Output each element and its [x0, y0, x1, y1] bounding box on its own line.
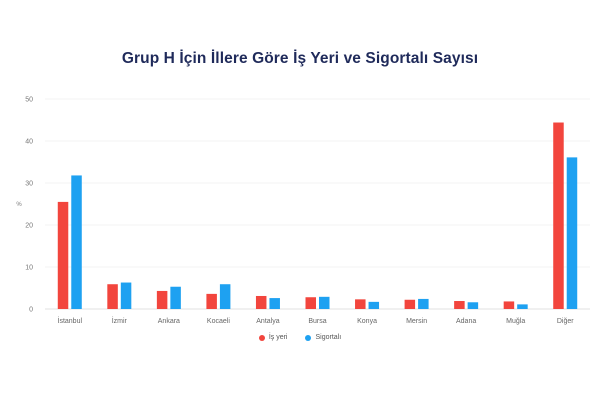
- bar-is-yeri-2[interactable]: [156, 290, 168, 309]
- x-tick-label: Bursa: [308, 318, 326, 325]
- bar-is-yeri-10[interactable]: [553, 122, 564, 310]
- x-tick-label: Kocaeli: [207, 318, 230, 325]
- bar-is-yeri-1[interactable]: [107, 284, 118, 309]
- x-tick-label: Mersin: [406, 318, 427, 325]
- bar-sigortali-10[interactable]: [566, 157, 578, 309]
- grid-lines: [45, 98, 590, 310]
- legend-label-sigortali: Sigortalı: [315, 334, 342, 341]
- bar-sigortali-5[interactable]: [319, 296, 330, 309]
- x-tick-label: Antalya: [256, 318, 279, 325]
- bars: [57, 122, 578, 310]
- x-axis-labels: İstanbul İzmir Ankara Kocaeli Antalya Bursa Ko…: [58, 316, 575, 325]
- y-tick-label: 40: [25, 139, 33, 146]
- x-tick-label: Diğer: [557, 318, 574, 325]
- bar-sigortali-3[interactable]: [219, 284, 231, 309]
- y-axis: 0 10 20 30 40 50: [25, 97, 33, 314]
- y-tick-label: 0: [29, 307, 33, 314]
- legend-swatch-sigortali: [305, 334, 312, 341]
- y-tick-label: 20: [25, 223, 33, 230]
- bar-sigortali-2[interactable]: [170, 286, 181, 309]
- bar-is-yeri-5[interactable]: [305, 297, 317, 309]
- legend-item-is-yeri[interactable]: İş yeri: [258, 334, 288, 341]
- y-axis-label: %: [16, 202, 22, 208]
- x-tick-label: Muğla: [506, 318, 525, 325]
- bar-sigortali-4[interactable]: [269, 298, 280, 309]
- bar-sigortali-9[interactable]: [517, 304, 528, 309]
- y-tick-label: 50: [25, 97, 33, 104]
- x-tick-label: İzmir: [112, 316, 128, 325]
- bar-sigortali-6[interactable]: [368, 301, 380, 309]
- bar-is-yeri-3[interactable]: [206, 293, 217, 309]
- x-tick-label: İstanbul: [58, 316, 83, 325]
- x-tick-label: Ankara: [158, 318, 180, 325]
- bar-is-yeri-7[interactable]: [404, 299, 416, 309]
- x-tick-label: Konya: [357, 318, 377, 325]
- y-tick-label: 10: [25, 265, 33, 272]
- bar-is-yeri-4[interactable]: [255, 295, 267, 309]
- bar-is-yeri-8[interactable]: [454, 301, 465, 309]
- bar-is-yeri-0[interactable]: [57, 201, 69, 309]
- y-tick-label: 30: [25, 181, 33, 188]
- x-tick-label: Adana: [456, 318, 476, 325]
- bar-sigortali-1[interactable]: [120, 282, 132, 309]
- bar-is-yeri-6[interactable]: [355, 299, 366, 309]
- legend-item-sigortali[interactable]: Sigortalı: [305, 334, 341, 341]
- chart-legend: İş yeri Sigortalı: [0, 334, 600, 341]
- bar-sigortali-7[interactable]: [418, 298, 429, 309]
- bar-sigortali-0[interactable]: [71, 175, 82, 309]
- chart-title: Grup H İçin İllere Göre İş Yeri ve Sigor…: [121, 50, 479, 67]
- legend-label-is-yeri: İş yeri: [268, 334, 288, 341]
- bar-is-yeri-9[interactable]: [503, 301, 515, 309]
- bar-sigortali-8[interactable]: [467, 302, 479, 309]
- legend-swatch-is-yeri: [258, 334, 265, 341]
